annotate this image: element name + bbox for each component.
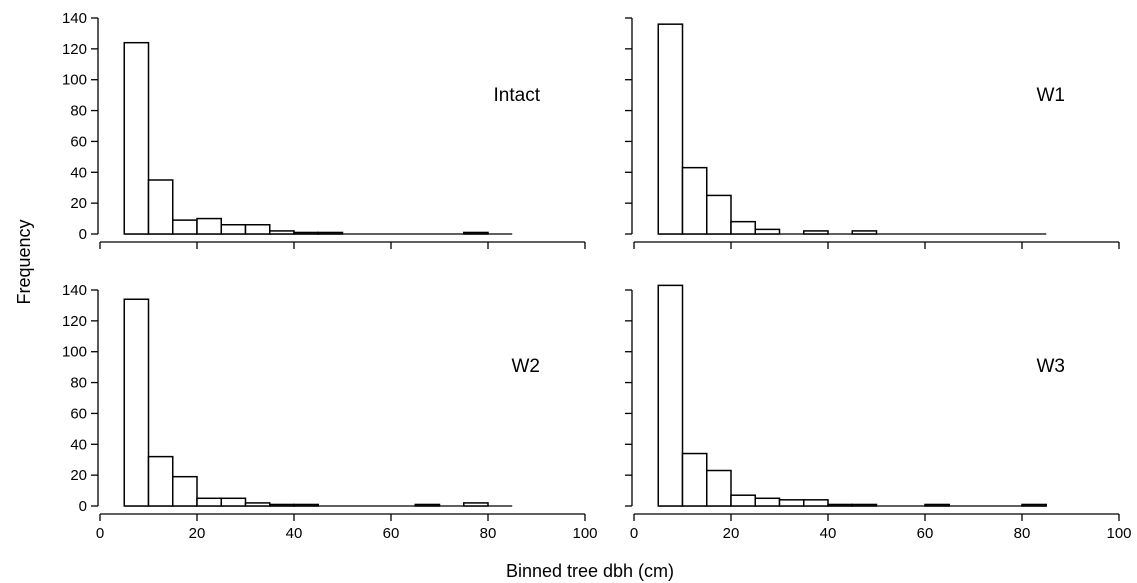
y-axis-title: Frequency xyxy=(14,219,34,304)
panel-label: Intact xyxy=(494,85,541,106)
histogram-bar xyxy=(196,217,222,235)
y-tick-label: 100 xyxy=(62,344,87,361)
histogram-bar xyxy=(172,219,198,235)
x-tick-label: 60 xyxy=(383,525,400,542)
panel-label: W1 xyxy=(1037,85,1066,106)
y-tick-label: 60 xyxy=(70,405,87,422)
histogram-bar xyxy=(657,23,684,235)
histogram-panel-intact: 0 20 40 60 80 100 120 140 Intact xyxy=(62,10,586,249)
y-tick-label: 20 xyxy=(70,467,87,484)
histogram-bar xyxy=(706,469,732,507)
histogram-bar xyxy=(147,179,174,235)
x-tick-label: 20 xyxy=(723,525,740,542)
histogram-bar xyxy=(730,494,756,507)
histogram-bar xyxy=(293,231,319,235)
histogram-bar xyxy=(220,497,247,507)
y-tick-label: 80 xyxy=(70,103,87,120)
histogram-bar xyxy=(269,230,295,235)
y-tick-label: 0 xyxy=(79,226,87,243)
x-tick-label: 100 xyxy=(1106,525,1131,542)
histogram-bar xyxy=(681,166,708,235)
y-tick-label: 20 xyxy=(70,195,87,212)
histogram-bar xyxy=(147,455,174,507)
histogram-bar xyxy=(293,503,319,507)
y-tick-label: 60 xyxy=(70,133,87,150)
histogram-bar xyxy=(754,228,781,235)
histogram-bar xyxy=(317,231,344,235)
histogram-bar xyxy=(244,502,271,507)
histogram-bar xyxy=(123,41,150,235)
panel-label: W2 xyxy=(512,356,541,377)
histogram-bar xyxy=(681,452,708,507)
histogram-bar xyxy=(851,230,878,235)
histogram-bar xyxy=(778,499,805,507)
histogram-bar xyxy=(172,475,198,507)
histogram-bar xyxy=(803,230,829,235)
y-tick-label: 100 xyxy=(62,72,87,89)
histogram-bar xyxy=(827,503,853,507)
x-tick-label: 100 xyxy=(572,525,597,542)
y-tick-label: 80 xyxy=(70,375,87,392)
histogram-bar xyxy=(924,503,950,507)
x-tick-label: 60 xyxy=(917,525,934,542)
x-tick-label: 80 xyxy=(1014,525,1031,542)
histogram-bar xyxy=(244,223,271,235)
y-tick-label: 120 xyxy=(62,313,87,330)
histogram-bar xyxy=(463,231,489,235)
histogram-bar xyxy=(657,284,684,507)
y-tick-label: 140 xyxy=(62,10,87,27)
histogram-bar xyxy=(754,497,781,507)
x-tick-label: 80 xyxy=(480,525,497,542)
y-tick-label: 0 xyxy=(79,498,87,515)
histogram-bar xyxy=(269,503,295,507)
x-axis-title: Binned tree dbh (cm) xyxy=(506,561,674,581)
y-tick-label: 140 xyxy=(62,282,87,299)
histogram-bar xyxy=(123,298,150,507)
y-tick-label: 40 xyxy=(70,164,87,181)
histogram-bar xyxy=(196,497,222,507)
histogram-bar xyxy=(851,503,878,507)
panel-label: W3 xyxy=(1037,356,1066,377)
y-tick-label: 120 xyxy=(62,41,87,58)
histogram-bar xyxy=(730,220,756,235)
histogram-bar xyxy=(1021,503,1047,507)
histogram-bar xyxy=(414,503,441,507)
histogram-bar xyxy=(803,499,829,507)
x-tick-label: 0 xyxy=(630,525,638,542)
histogram-bar xyxy=(706,194,732,235)
histogram-panel-w3: 0 20 40 60 80 100 W3 xyxy=(625,284,1132,542)
x-tick-label: 40 xyxy=(820,525,837,542)
x-tick-label: 20 xyxy=(189,525,206,542)
histogram-panel-w1: W1 xyxy=(625,17,1120,249)
x-tick-label: 0 xyxy=(96,525,104,542)
histogram-panel-w2: 0 20 40 60 80 100 120 140 0 20 40 60 80 100 W2 xyxy=(62,282,598,542)
histogram-bar xyxy=(220,223,247,235)
histogram-bar xyxy=(463,502,489,507)
y-tick-label: 40 xyxy=(70,436,87,453)
x-tick-label: 40 xyxy=(286,525,303,542)
